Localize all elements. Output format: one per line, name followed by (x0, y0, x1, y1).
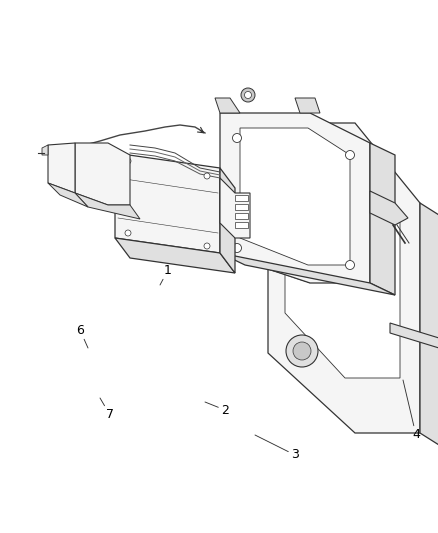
Polygon shape (284, 143, 399, 378)
Polygon shape (419, 203, 438, 445)
Circle shape (125, 158, 131, 164)
Text: 7: 7 (100, 398, 114, 422)
Circle shape (285, 335, 317, 367)
Text: 1: 1 (159, 263, 172, 285)
Circle shape (232, 244, 241, 253)
Polygon shape (219, 253, 394, 295)
Polygon shape (234, 204, 247, 210)
Polygon shape (369, 143, 394, 295)
Polygon shape (240, 128, 349, 265)
Polygon shape (234, 222, 247, 228)
Polygon shape (369, 191, 407, 225)
Polygon shape (115, 238, 234, 273)
Circle shape (125, 230, 131, 236)
Polygon shape (389, 323, 438, 348)
Polygon shape (294, 98, 319, 113)
Text: 4: 4 (402, 380, 419, 441)
Polygon shape (219, 168, 234, 273)
Polygon shape (215, 98, 240, 113)
Polygon shape (48, 143, 75, 193)
Circle shape (345, 261, 354, 270)
Polygon shape (267, 143, 277, 193)
Text: 3: 3 (254, 435, 298, 462)
Text: 6: 6 (76, 324, 88, 348)
Polygon shape (219, 178, 249, 238)
Text: 2: 2 (205, 402, 228, 416)
Circle shape (244, 92, 251, 99)
Polygon shape (42, 145, 48, 155)
Circle shape (345, 150, 354, 159)
Circle shape (204, 243, 209, 249)
Circle shape (292, 342, 310, 360)
Circle shape (240, 88, 254, 102)
Polygon shape (75, 143, 130, 205)
Polygon shape (75, 193, 140, 219)
Polygon shape (115, 153, 219, 253)
Polygon shape (219, 113, 369, 283)
Circle shape (232, 133, 241, 142)
Polygon shape (234, 213, 247, 219)
Polygon shape (267, 123, 419, 433)
Circle shape (204, 173, 209, 179)
Polygon shape (234, 195, 247, 201)
Polygon shape (48, 183, 88, 207)
